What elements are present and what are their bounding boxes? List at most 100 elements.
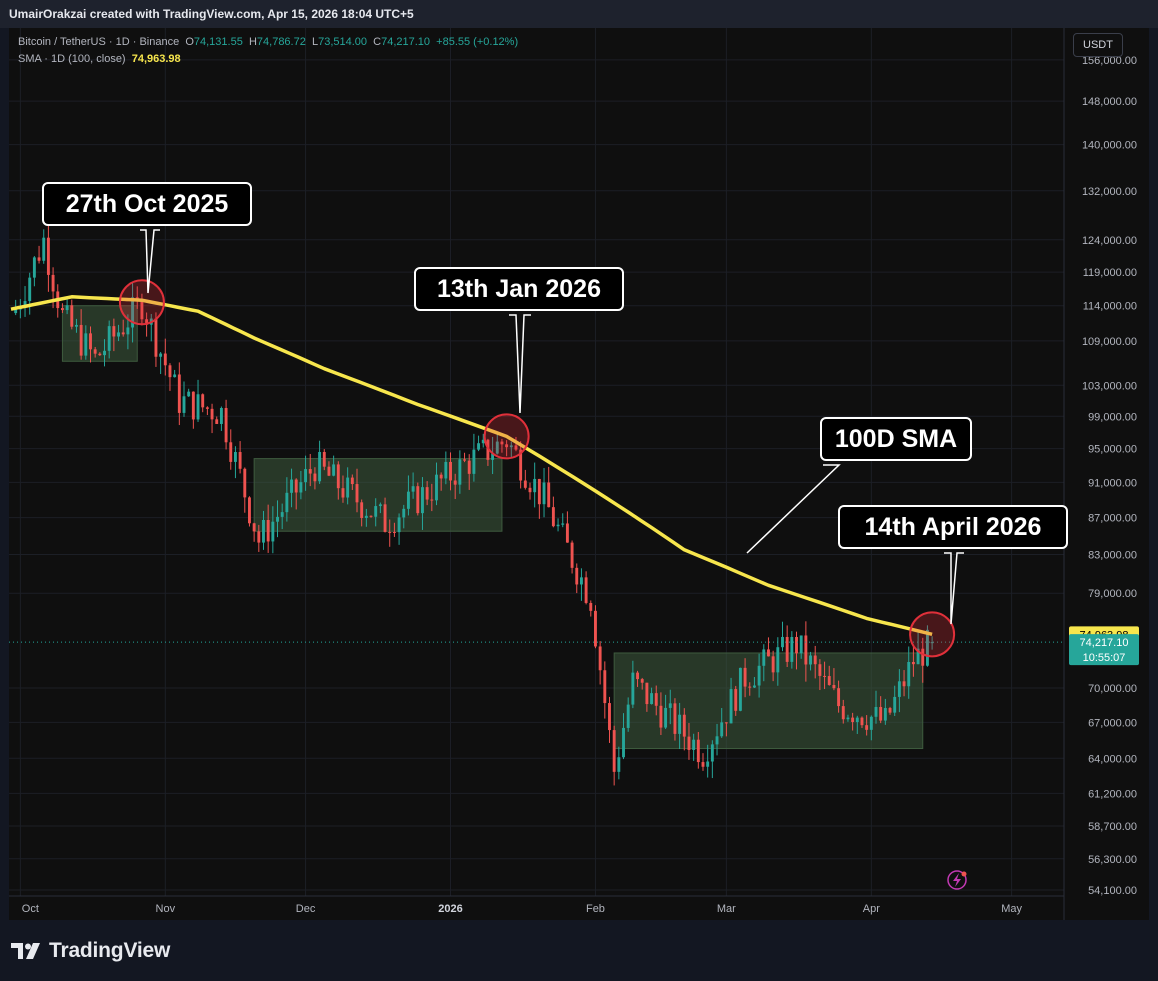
legend-h-label: H: [248, 36, 257, 48]
candle-body: [182, 396, 186, 413]
x-tick-label: Oct: [22, 903, 39, 915]
candle-body: [752, 685, 756, 688]
candle-body: [547, 482, 551, 508]
candle-body: [514, 445, 518, 450]
candle-body: [355, 484, 359, 503]
candle-body: [636, 672, 639, 680]
candle-body: [874, 706, 878, 717]
candle-body: [51, 274, 55, 292]
candle-body: [304, 469, 308, 483]
chart-legend: Bitcoin / TetherUS · 1D · Binance O74,13…: [18, 34, 518, 68]
candle-body: [458, 459, 462, 485]
candle-body: [145, 319, 149, 325]
candle-body: [472, 449, 476, 474]
event-marker-circle: [118, 279, 165, 326]
candle-body: [369, 515, 373, 517]
candle-body: [271, 521, 275, 542]
countdown-label: 10:55:07: [1083, 652, 1126, 664]
candle-body: [785, 636, 789, 662]
candle-body: [575, 567, 579, 585]
candle-body: [332, 464, 336, 476]
y-tick-label: 132,000.00: [1082, 186, 1137, 198]
y-tick-label: 119,000.00: [1083, 267, 1137, 279]
candle-body: [841, 706, 845, 720]
candle-body: [402, 508, 406, 518]
candle-body: [103, 350, 106, 356]
candle-body: [416, 486, 420, 514]
candle-body: [308, 469, 312, 474]
callout-apr-pointer: [944, 552, 964, 625]
candle-body: [893, 696, 897, 713]
candle-body: [60, 308, 64, 311]
x-tick-label: Dec: [296, 903, 316, 915]
candle-body: [32, 257, 36, 278]
candle-body: [594, 610, 597, 647]
candle-body: [224, 407, 228, 443]
footer: [0, 921, 1158, 981]
candle-body: [131, 297, 135, 328]
chart-area[interactable]: 156,000.00 148,000.00 140,000.00 132,000.00…: [9, 28, 1149, 920]
candle-body: [318, 451, 322, 482]
candle-body: [734, 689, 738, 711]
candle-body: [327, 466, 331, 476]
candle-body: [397, 517, 401, 533]
candle-body: [771, 656, 775, 673]
candle-body: [126, 327, 130, 335]
y-tick-label: 64,000.00: [1088, 753, 1137, 765]
callout-oct: 27th Oct 2025: [42, 182, 252, 226]
candle-body: [262, 519, 265, 543]
candle-body: [196, 394, 200, 420]
candle-body: [449, 461, 452, 481]
tradingview-logo[interactable]: TradingView: [11, 939, 170, 963]
candle-body: [851, 717, 855, 723]
candle-body: [75, 324, 78, 327]
candle-body: [350, 477, 354, 485]
candle-body: [533, 478, 537, 493]
candle-body: [140, 299, 144, 320]
candle-body: [346, 477, 350, 498]
candle-body: [823, 675, 827, 677]
x-tick-label: 2026: [438, 903, 462, 915]
price-chart[interactable]: 156,000.00 148,000.00 140,000.00 132,000.00…: [9, 28, 1149, 920]
x-tick-label: May: [1001, 903, 1022, 915]
candle-body: [795, 637, 798, 654]
callout-jan-pointer: [509, 314, 531, 414]
candle-body: [729, 689, 733, 724]
legend-change: +85.55 (+0.12%): [436, 36, 519, 48]
candle-body: [388, 531, 392, 533]
chart-credit: UmairOrakzai created with TradingView.co…: [9, 7, 414, 21]
candle-body: [659, 705, 663, 728]
tradingview-logo-icon: [11, 943, 40, 959]
y-tick-label: 56,300.00: [1088, 854, 1137, 866]
candle-body: [589, 602, 593, 611]
candle-body: [565, 523, 569, 543]
candle-body: [322, 451, 326, 467]
candle-body: [439, 474, 443, 479]
candle-body: [598, 646, 602, 671]
candle-body: [551, 507, 555, 527]
candle-body: [107, 326, 111, 351]
candle-body: [757, 665, 761, 686]
candle-body: [168, 365, 172, 378]
last-price-tag: [1069, 634, 1139, 666]
candle-body: [79, 324, 83, 356]
candle-body: [622, 727, 625, 758]
event-marker-circle: [483, 413, 530, 460]
candle-body: [46, 237, 50, 275]
candle-body: [280, 512, 284, 517]
candle-body: [879, 706, 883, 721]
candle-body: [762, 649, 766, 666]
lightning-icon: [947, 870, 967, 890]
callout-sma: 100D SMA: [820, 417, 972, 461]
candle-body: [911, 661, 915, 665]
y-tick-label: 58,700.00: [1088, 821, 1137, 833]
candle-body: [177, 374, 181, 413]
candle-body: [285, 492, 289, 513]
x-tick-label: Nov: [156, 903, 176, 915]
y-tick-label: 124,000.00: [1082, 235, 1137, 247]
candle-body: [519, 449, 523, 481]
currency-button[interactable]: USDT: [1073, 33, 1123, 57]
candle-body: [523, 480, 527, 488]
candle-body: [266, 519, 270, 542]
y-tick-label: 70,000.00: [1088, 683, 1137, 695]
